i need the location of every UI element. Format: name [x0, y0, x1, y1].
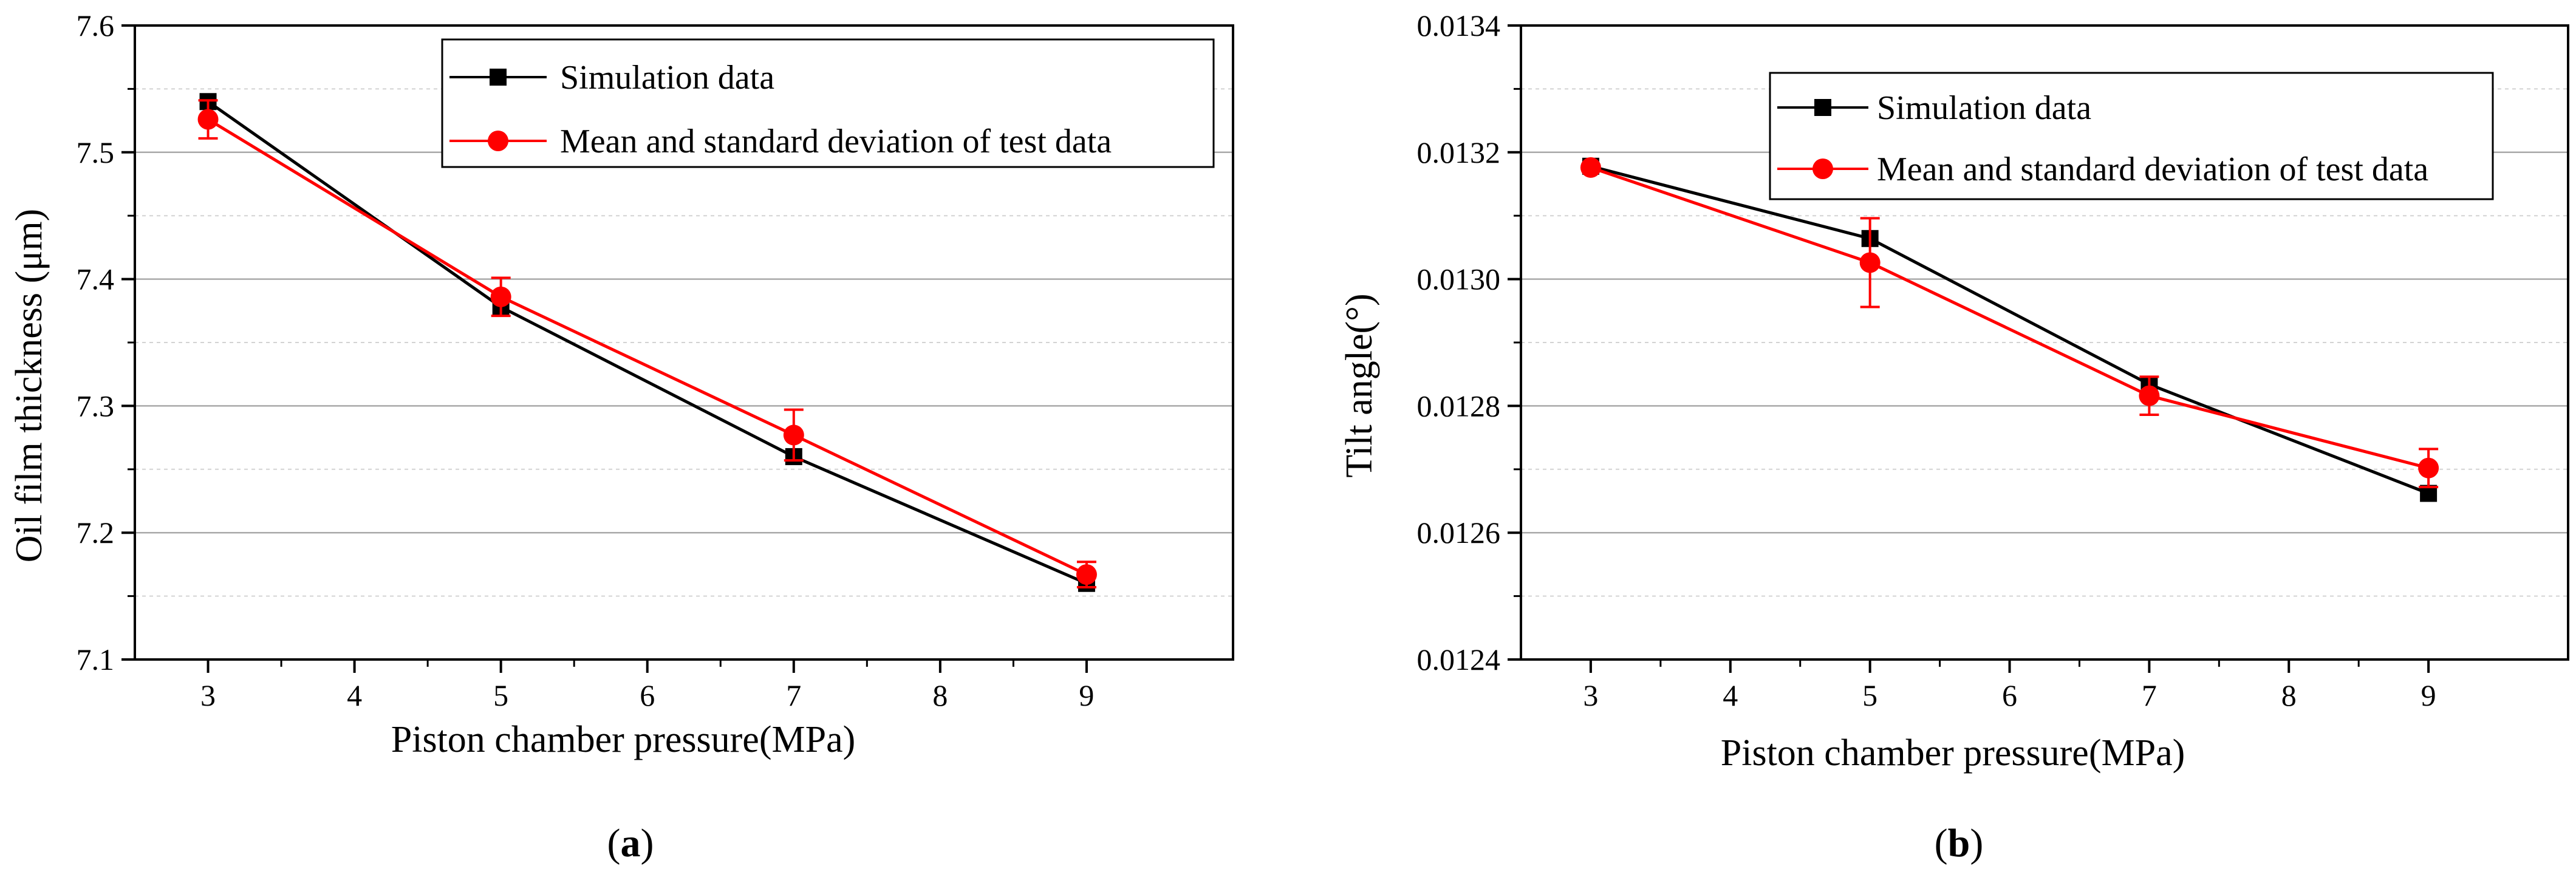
panel-label: (b)	[1935, 821, 1984, 865]
data-point-circle	[197, 109, 219, 130]
legend-box	[441, 38, 1215, 168]
data-point-circle	[2139, 385, 2160, 406]
series-line	[207, 100, 1087, 585]
y-tick-label: 0.0132	[1417, 135, 1501, 169]
x-tick-label: 7	[786, 678, 801, 712]
legend-test-marker	[488, 131, 508, 151]
x-tick-label: 3	[1583, 678, 1598, 712]
x-axis-label: Piston chamber pressure(MPa)	[391, 719, 856, 760]
legend: Simulation data Mean and standard deviat…	[1769, 72, 2494, 200]
panel-label-open: (	[607, 821, 621, 865]
data-point-circle	[1580, 157, 1601, 178]
x-tick-label: 7	[2142, 678, 2157, 712]
data-point-circle	[2418, 457, 2439, 479]
data-point-circle	[1076, 564, 1097, 585]
legend-test-marker	[1812, 158, 1833, 179]
y-tick-label: 7.2	[77, 516, 115, 550]
x-tick-label: 8	[2281, 678, 2297, 712]
panel-label-close: )	[641, 821, 654, 865]
x-tick-label: 3	[200, 678, 216, 712]
legend-simulation-label: Simulation data	[560, 59, 774, 97]
legend-test-label: Mean and standard deviation of test data	[1877, 151, 2428, 188]
y-tick-label: 0.0126	[1417, 516, 1501, 550]
legend: Simulation data Mean and standard deviat…	[441, 38, 1215, 168]
series-test-data	[1580, 157, 2439, 489]
x-tick-label: 8	[932, 678, 948, 712]
y-tick-label: 7.1	[77, 642, 115, 676]
panel-label-letter: a	[621, 821, 641, 865]
data-point-circle	[1859, 252, 1881, 273]
chart-panel-a: Oil film thickness (μm) Piston chamber p…	[9, 9, 1234, 865]
data-point-circle	[783, 424, 804, 446]
legend-simulation-marker	[1814, 99, 1831, 116]
series-test-data	[197, 99, 1097, 588]
panel-label: (a)	[607, 821, 654, 865]
legend-simulation-marker	[490, 69, 507, 86]
y-axis-label: Tilt angle(°)	[1339, 293, 1380, 477]
plot-area: 0.0124 0.0126 0.0128 0.0130 0.0132 0.0134 3 4 5 6…	[1417, 9, 2569, 712]
plot-area: 7.1 7.2 7.3 7.4 7.5 7.6 3 4 5 6 7 8 9	[77, 9, 1234, 712]
x-tick-label: 5	[493, 678, 508, 712]
y-axis-label: Oil film thickness (μm)	[9, 209, 50, 563]
series-line	[1590, 165, 2430, 495]
x-tick-label: 6	[640, 678, 655, 712]
x-tick-label: 6	[2002, 678, 2017, 712]
x-tick-label: 4	[1723, 678, 1738, 712]
panel-label-letter: b	[1948, 821, 1970, 865]
chart-panel-b: Tilt angle(°) Piston chamber pressure(MP…	[1339, 9, 2569, 865]
series-line	[1590, 166, 2429, 470]
y-tick-label: 7.4	[77, 262, 115, 296]
legend-simulation-label: Simulation data	[1877, 89, 2091, 127]
panel-label-open: (	[1935, 821, 1948, 865]
y-tick-label: 7.5	[77, 135, 115, 169]
series-line	[207, 118, 1087, 576]
y-tick-label: 7.3	[77, 389, 115, 423]
y-tick-label: 7.6	[77, 9, 115, 43]
legend-box	[1769, 72, 2494, 200]
x-tick-label: 9	[1079, 678, 1094, 712]
y-tick-label: 0.0130	[1417, 262, 1501, 296]
y-tick-label: 0.0134	[1417, 9, 1501, 43]
x-tick-label: 9	[2421, 678, 2436, 712]
panel-label-close: )	[1970, 821, 1983, 865]
y-tick-label: 0.0124	[1417, 642, 1501, 676]
data-point-circle	[490, 286, 511, 307]
x-axis-label: Piston chamber pressure(MPa)	[1721, 732, 2185, 774]
y-tick-label: 0.0128	[1417, 389, 1501, 423]
x-tick-label: 4	[347, 678, 362, 712]
legend-test-label: Mean and standard deviation of test data	[560, 123, 1112, 160]
x-tick-label: 5	[1862, 678, 1877, 712]
